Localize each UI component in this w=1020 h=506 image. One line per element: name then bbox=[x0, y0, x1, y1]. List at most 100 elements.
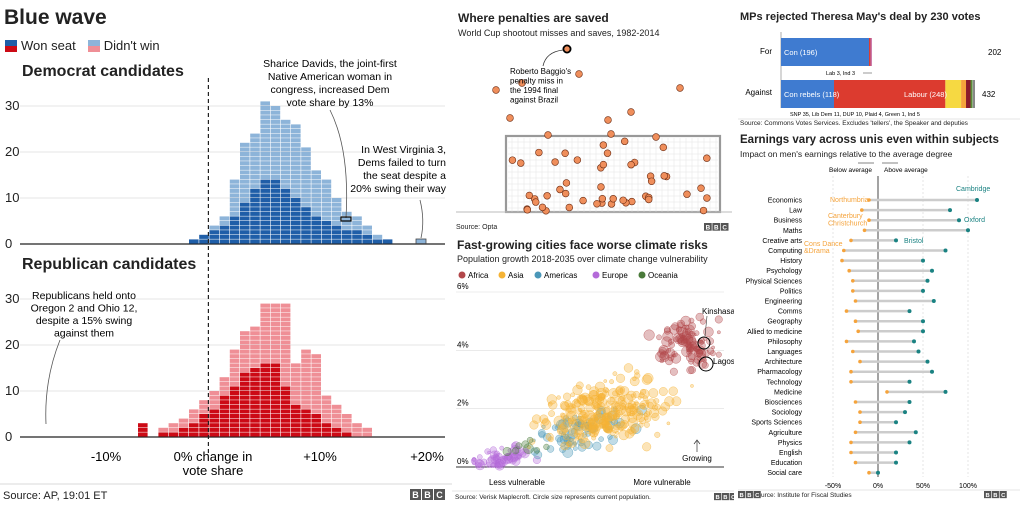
dem-bar-cell bbox=[291, 211, 301, 216]
city-point bbox=[642, 395, 649, 401]
rep-bar-cell bbox=[270, 340, 281, 345]
dem-bar-cell bbox=[240, 193, 250, 198]
earnings-subtitle: Impact on men's earnings relative to the… bbox=[740, 149, 953, 159]
city-point bbox=[560, 413, 568, 420]
dem-bar-cell bbox=[250, 230, 260, 235]
rep-bar-cell bbox=[301, 432, 311, 437]
dem-bar-cell bbox=[270, 216, 281, 221]
rep-bar-cell bbox=[270, 391, 281, 396]
dem-bar-cell bbox=[352, 225, 362, 230]
dem-bar-cell bbox=[229, 207, 240, 212]
penalty-point bbox=[535, 148, 543, 157]
city-point bbox=[477, 463, 482, 467]
rep-bar-cell bbox=[229, 354, 240, 359]
for-segment bbox=[781, 38, 870, 66]
dem-bar-cell bbox=[311, 211, 321, 216]
rep-bar-cell bbox=[240, 354, 250, 359]
dem-y-tick: 30 bbox=[5, 98, 19, 113]
rep-bar-cell bbox=[189, 414, 199, 419]
rep-heading: Republican candidates bbox=[22, 256, 197, 273]
subject-label: Medicine bbox=[774, 389, 802, 396]
rep-bar-cell bbox=[209, 395, 219, 400]
dem-bar-cell bbox=[240, 147, 250, 152]
dem-bar-cell bbox=[219, 234, 230, 239]
rep-bar-cell bbox=[250, 414, 260, 419]
city-point bbox=[476, 454, 483, 460]
brexit-source: Source: Commons Votes Services. Excludes… bbox=[740, 120, 968, 127]
rep-bar-cell bbox=[240, 400, 250, 405]
city-point bbox=[593, 411, 602, 420]
city-point bbox=[594, 381, 606, 393]
dem-bar-cell bbox=[342, 225, 352, 230]
rebels-segment-label: Con rebels (118) bbox=[784, 90, 840, 99]
wave-source: Source: AP, 19:01 ET bbox=[3, 490, 108, 502]
city-point bbox=[547, 401, 553, 407]
rep-bar-cell bbox=[311, 404, 321, 409]
rep-bar-cell bbox=[250, 377, 260, 382]
subject-low-dot bbox=[853, 319, 858, 323]
subject-low-dot bbox=[858, 410, 862, 414]
penalty-point bbox=[676, 84, 684, 92]
rep-bar-cell bbox=[250, 418, 260, 423]
city-point bbox=[572, 384, 583, 396]
dem-bar-cell bbox=[260, 221, 270, 226]
subject-low-dot bbox=[862, 228, 867, 233]
dem-bar-cell bbox=[280, 142, 291, 147]
rep-bar-cell bbox=[311, 395, 321, 400]
city-point bbox=[643, 329, 655, 341]
rep-bar-cell bbox=[240, 335, 250, 340]
city-point bbox=[711, 345, 715, 350]
dem-bar-cell bbox=[280, 193, 291, 198]
rep-bar-cell bbox=[189, 427, 199, 432]
subject-label: Allied to medicine bbox=[747, 329, 802, 336]
subject-label: Maths bbox=[783, 228, 803, 235]
penalty-point bbox=[556, 185, 564, 194]
city-point bbox=[520, 451, 527, 457]
subject-low-dot bbox=[849, 369, 853, 374]
dem-bar-cell bbox=[250, 184, 260, 189]
against-segment bbox=[781, 80, 834, 108]
dem-bar-cell bbox=[270, 188, 281, 193]
city-point bbox=[620, 420, 629, 429]
dem-bar-cell bbox=[270, 119, 281, 124]
dem-bar-cell bbox=[260, 207, 270, 212]
city-point bbox=[669, 367, 678, 376]
dem-bar-cell bbox=[291, 179, 301, 184]
dem-bar-cell bbox=[260, 198, 270, 203]
rep-bar-cell bbox=[301, 372, 311, 377]
subject-high-dot bbox=[921, 319, 925, 324]
subject-label: Physics bbox=[778, 440, 803, 447]
rep-bar-cell bbox=[260, 427, 270, 432]
city-point bbox=[578, 405, 586, 413]
city-point bbox=[629, 403, 639, 413]
lagos-point bbox=[698, 356, 714, 372]
rep-bar-cell bbox=[138, 427, 148, 432]
dem-bar-cell bbox=[280, 230, 291, 235]
rep-bar-cell bbox=[301, 404, 311, 409]
against-total: 432 bbox=[982, 90, 996, 99]
rep-bar-cell bbox=[321, 400, 332, 405]
rep-bar-cell bbox=[260, 414, 270, 419]
subject-high-dot bbox=[948, 208, 952, 213]
rep-bar-cell bbox=[209, 404, 219, 409]
rep-bar-cell bbox=[311, 409, 321, 414]
dem-bar-cell bbox=[270, 152, 281, 157]
city-point bbox=[577, 394, 588, 405]
rep-bar-cell bbox=[291, 427, 301, 432]
rep-bar-cell bbox=[301, 363, 311, 368]
penalty-point bbox=[597, 183, 605, 191]
penalty-point bbox=[627, 161, 635, 169]
dem-bar-cell bbox=[240, 152, 250, 157]
more-vulnerable-label: More vulnerable bbox=[633, 478, 691, 487]
rep-bar-cell bbox=[219, 423, 230, 428]
dem-bar-cell bbox=[189, 239, 199, 244]
city-point bbox=[666, 421, 671, 426]
rep-bar-cell bbox=[270, 414, 281, 419]
dem-bar-cell bbox=[219, 230, 230, 235]
city-point bbox=[537, 429, 546, 437]
rep-bar-cell bbox=[240, 345, 250, 350]
subject-low-dot bbox=[858, 359, 862, 364]
growing-label: Growing bbox=[682, 454, 712, 463]
dem-bar-cell bbox=[301, 179, 311, 184]
